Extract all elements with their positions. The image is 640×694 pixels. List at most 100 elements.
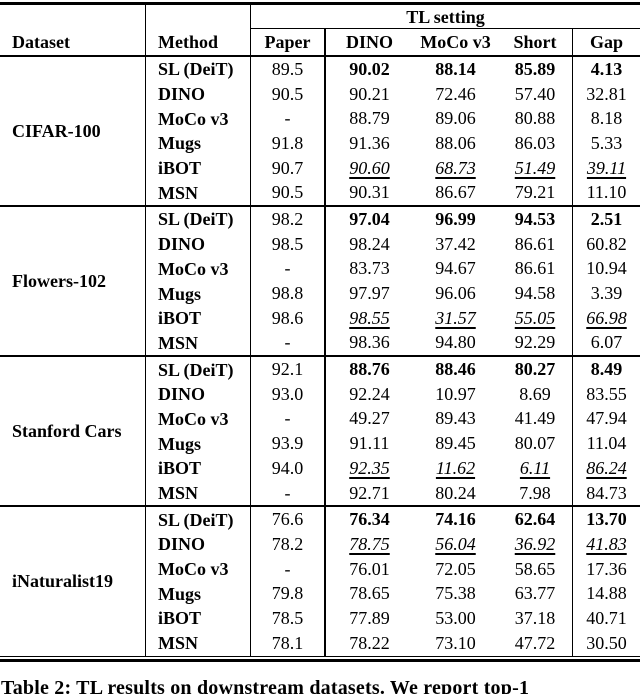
method-name: iBOT [145,305,250,331]
tl-value: 6.11 [519,457,551,478]
header-col-paper: Paper [250,29,324,55]
tl-value: 88.79 [324,106,413,132]
tl-value: 11.62 [435,457,476,478]
tl-value: 66.98 [572,305,640,331]
tl-value: 72.05 [435,558,476,579]
method-name: SL (DeiT) [145,57,250,82]
tl-value: 83.73 [324,256,413,282]
paper-value: - [250,330,324,356]
tl-value: 17.36 [572,556,640,582]
method-name: Mugs [145,131,250,156]
paper-value: 94.0 [250,456,324,481]
tl-value: 47.72 [514,632,556,653]
tl-value: 88.14 [435,58,476,79]
paper-value: 98.5 [250,231,324,257]
tl-value: 37.18 [514,607,556,628]
method-name: DINO [145,81,250,107]
tl-value: 86.61 [514,258,556,279]
tl-value: 80.24 [435,482,476,503]
dataset-block: Stanford Cars SL (DeiT) 92.1 88.76 88.46 80.2… [0,357,640,506]
tl-value: 62.64 [514,509,556,530]
tl-value: 63.77 [514,583,556,604]
tl-value: 88.06 [435,132,476,153]
tl-value: 31.57 [435,307,476,328]
method-name: MSN [145,330,250,356]
paper-value: 90.5 [250,180,324,206]
tl-value: 90.60 [324,155,413,181]
dataset-name: Flowers-102 [12,271,106,292]
tl-value: 98.36 [324,330,413,356]
dataset-name: iNaturalist19 [12,571,113,592]
tl-value: 98.24 [324,231,413,257]
tl-value: 84.73 [572,480,640,506]
tl-value: 86.61 [514,233,556,254]
tl-value: 55.05 [514,307,556,328]
method-name: SL (DeiT) [145,207,250,232]
tl-value: 86.03 [514,132,556,153]
paper-value: 78.5 [250,606,324,631]
tl-value: 88.76 [324,357,413,382]
tl-value: 8.69 [519,383,551,404]
paper-value: - [250,106,324,132]
tl-value: 92.29 [514,332,556,353]
tl-value: 8.18 [572,106,640,132]
header-spacer-dataset [0,5,145,29]
tl-value: 85.89 [514,58,556,79]
block-separator-rule [0,355,640,358]
method-name: MSN [145,480,250,506]
tl-value: 49.27 [324,406,413,432]
tl-value: 88.46 [435,359,476,380]
paper-value: 90.5 [250,81,324,107]
tl-value: 75.38 [435,583,476,604]
table-header: TL setting Dataset Method Paper DINO MoC… [0,5,640,55]
method-name: MSN [145,180,250,206]
tl-value: 80.88 [514,108,556,129]
tl-value: 57.40 [514,83,556,104]
tl-value: 97.04 [324,207,413,232]
method-name: Mugs [145,281,250,306]
method-name: iBOT [145,456,250,481]
tl-value: 10.94 [572,256,640,282]
tl-value: 83.55 [572,381,640,407]
tl-value: 96.06 [435,283,476,304]
tl-value: 2.51 [572,207,640,232]
tl-value: 94.53 [514,208,556,229]
block-separator-rule [0,505,640,508]
paper-value: 93.0 [250,381,324,407]
tl-value: 73.10 [435,632,476,653]
tl-value: 91.11 [324,431,413,456]
tl-value: 11.04 [572,431,640,456]
tl-value: 3.39 [572,281,640,306]
tl-value: 91.36 [324,131,413,156]
tl-value: 10.97 [435,383,476,404]
tl-value: 97.97 [324,281,413,306]
dataset-block: CIFAR-100 SL (DeiT) 89.5 90.02 88.14 85.89 4.1… [0,57,640,206]
tl-value: 5.33 [572,131,640,156]
dataset-block: Flowers-102 SL (DeiT) 98.2 97.04 96.99 94.53 2… [0,207,640,356]
dataset-name: CIFAR-100 [12,121,101,142]
tl-value: 47.94 [572,406,640,432]
tl-value: 4.13 [572,57,640,82]
method-name: MoCo v3 [145,256,250,282]
tl-value: 76.01 [324,556,413,582]
tl-value: 51.49 [514,157,556,178]
tl-value: 92.24 [324,381,413,407]
tl-value: 94.67 [435,258,476,279]
paper-value: 98.2 [250,207,324,232]
paper-value: 98.8 [250,281,324,306]
method-name: MSN [145,630,250,656]
tl-value: 86.67 [435,182,476,203]
header-col-dino: DINO [324,29,413,55]
tl-value: 13.70 [572,507,640,533]
tl-value: 39.11 [572,155,640,181]
table-body: CIFAR-100 SL (DeiT) 89.5 90.02 88.14 85.89 4.1… [0,57,640,656]
tl-value: 78.65 [324,581,413,607]
tl-value: 79.21 [514,182,556,203]
tl-value: 80.27 [514,359,556,380]
tl-value: 72.46 [435,83,476,104]
method-name: MoCo v3 [145,406,250,432]
paper-value: 93.9 [250,431,324,456]
results-table: TL setting Dataset Method Paper DINO MoC… [0,2,640,662]
block-separator-rule [0,205,640,208]
